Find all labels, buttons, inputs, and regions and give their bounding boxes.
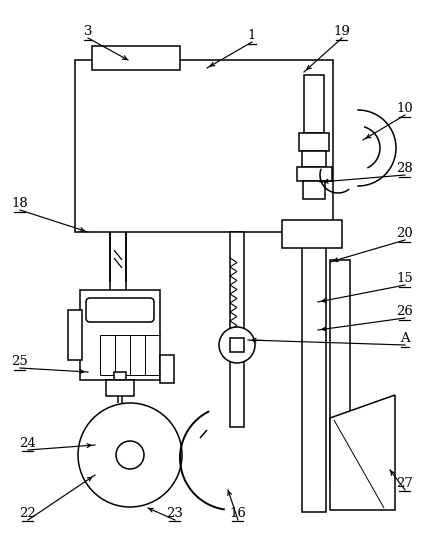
Text: 20: 20 [396, 227, 412, 240]
Bar [80, 290, 160, 380]
Bar [301, 151, 325, 167]
Bar [106, 380, 134, 396]
Bar [303, 75, 323, 133]
Bar [68, 310, 82, 360]
Bar [230, 338, 243, 352]
Bar [329, 260, 349, 480]
Bar [114, 372, 126, 380]
Polygon shape [329, 395, 394, 510]
Text: A: A [399, 332, 409, 345]
Bar [160, 355, 174, 383]
Circle shape [78, 403, 181, 507]
Bar [296, 167, 331, 181]
Bar [302, 181, 324, 199]
Circle shape [116, 441, 144, 469]
Text: 25: 25 [12, 355, 28, 368]
Text: 26: 26 [396, 305, 412, 318]
Text: 1: 1 [247, 29, 256, 42]
Bar [281, 220, 341, 248]
Text: 16: 16 [229, 507, 246, 520]
Bar [75, 60, 332, 232]
Text: 19: 19 [333, 25, 350, 38]
Bar [230, 232, 243, 427]
Text: 27: 27 [396, 477, 412, 490]
Bar [92, 46, 180, 70]
Text: 18: 18 [12, 197, 28, 210]
Text: 3: 3 [84, 25, 92, 38]
Text: 15: 15 [396, 272, 412, 285]
Text: 22: 22 [20, 507, 36, 520]
Text: 23: 23 [166, 507, 183, 520]
Bar [301, 232, 325, 512]
Text: 28: 28 [396, 162, 412, 175]
Text: 24: 24 [20, 437, 36, 450]
FancyBboxPatch shape [86, 298, 154, 322]
Bar [298, 133, 328, 151]
Text: 10: 10 [396, 102, 412, 115]
Circle shape [218, 327, 254, 363]
